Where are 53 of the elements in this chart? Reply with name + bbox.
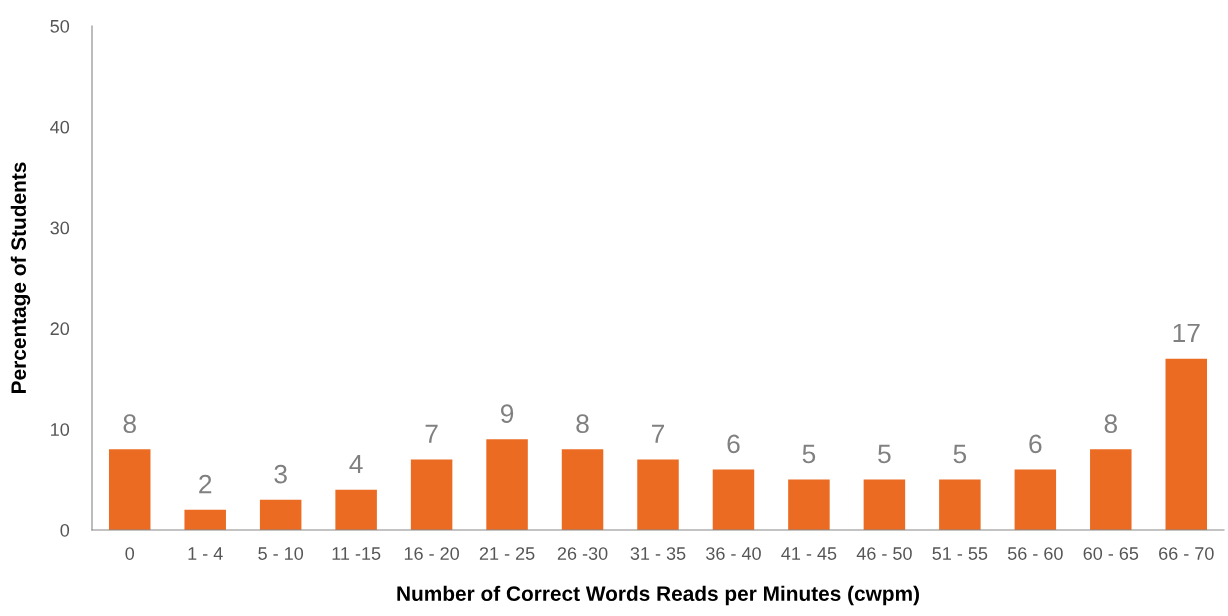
bar <box>1014 469 1057 530</box>
bar <box>410 459 453 530</box>
bar <box>788 479 830 530</box>
x-tick-label: 26 -30 <box>557 547 608 560</box>
x-tick-label: 31 - 35 <box>630 547 686 560</box>
bar <box>561 449 604 530</box>
x-tick-label: 56 - 60 <box>1007 547 1063 560</box>
x-tick-label: 1 - 4 <box>188 547 223 560</box>
x-tick-label: 0 <box>125 547 135 560</box>
bar <box>184 509 226 530</box>
data-label: 2 <box>199 474 212 494</box>
x-tick-label: 36 - 40 <box>706 547 761 560</box>
x-tick-label: 51 - 55 <box>932 547 988 560</box>
data-label: 17 <box>1173 323 1200 343</box>
x-axis-title: Number of Correct Words Reads per Minutes (cwpm) <box>397 585 919 606</box>
bar <box>637 459 679 530</box>
x-tick-label: 41 - 45 <box>781 547 837 560</box>
data-label: 3 <box>274 464 287 484</box>
bar <box>486 439 528 530</box>
x-tick-label: 16 - 20 <box>404 547 459 560</box>
data-label: 8 <box>123 414 136 434</box>
bar <box>1090 449 1132 530</box>
bar <box>712 469 755 530</box>
y-tick-label: 20 <box>50 322 70 336</box>
y-axis-title: Percentage of Students <box>10 162 31 393</box>
x-tick-label: 66 - 70 <box>1159 547 1214 560</box>
y-tick-label: 40 <box>50 120 70 134</box>
data-label: 9 <box>500 404 514 423</box>
y-tick-label: 0 <box>60 523 70 537</box>
x-tick-label: 21 - 25 <box>479 547 535 560</box>
data-label: 7 <box>425 424 438 443</box>
bar <box>335 489 377 530</box>
data-label: 7 <box>652 424 665 443</box>
bar <box>108 449 151 530</box>
data-label: 8 <box>1104 414 1117 434</box>
data-label: 6 <box>1029 434 1042 454</box>
data-label: 8 <box>576 414 589 434</box>
bar <box>939 479 981 530</box>
bar <box>863 479 906 530</box>
data-label: 5 <box>878 444 891 464</box>
y-tick-label: 30 <box>50 221 70 235</box>
data-label: 6 <box>727 434 740 454</box>
bar <box>259 499 302 530</box>
x-tick-label: 60 - 65 <box>1083 547 1139 560</box>
y-tick-label: 10 <box>51 423 70 436</box>
data-label: 5 <box>802 444 816 464</box>
y-tick-label: 50 <box>50 19 70 33</box>
x-tick-label: 11 -15 <box>332 547 381 560</box>
bar <box>1165 358 1208 530</box>
data-label: 5 <box>953 444 967 464</box>
data-label: 4 <box>349 454 363 474</box>
x-tick-label: 46 - 50 <box>856 547 912 560</box>
x-tick-label: 5 - 10 <box>258 547 304 560</box>
